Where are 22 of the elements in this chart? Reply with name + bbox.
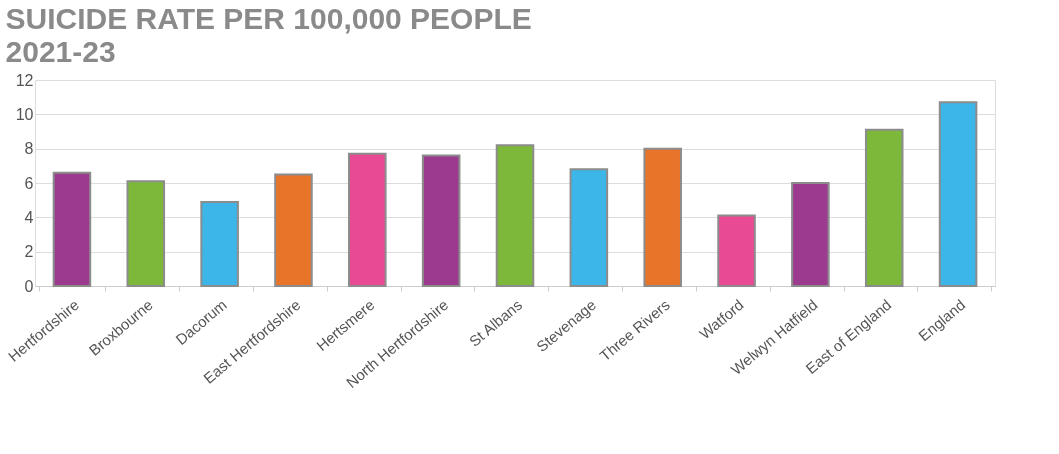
y-tick-label: 6	[24, 174, 34, 192]
y-tick-label: 8	[24, 140, 34, 158]
bar	[495, 144, 535, 287]
bar	[274, 173, 313, 287]
bar	[717, 214, 756, 287]
bar	[200, 200, 239, 287]
y-tick-label: 4	[24, 208, 34, 226]
bar	[52, 171, 92, 287]
bar	[643, 147, 682, 287]
y-tick-label: 12	[15, 71, 34, 89]
bar	[348, 152, 387, 287]
bar	[938, 101, 978, 287]
y-tick-label: 10	[15, 105, 34, 123]
chart-title: SUICIDE RATE PER 100,000 PEOPLE	[5, 2, 532, 35]
bar	[421, 154, 461, 287]
bar	[569, 168, 609, 287]
y-tick-label: 2	[24, 243, 34, 261]
bar	[864, 128, 904, 287]
bar	[791, 182, 830, 287]
bar	[126, 180, 166, 287]
chart-subtitle: 2021-23	[5, 35, 116, 68]
y-tick-label: 0	[24, 277, 34, 295]
